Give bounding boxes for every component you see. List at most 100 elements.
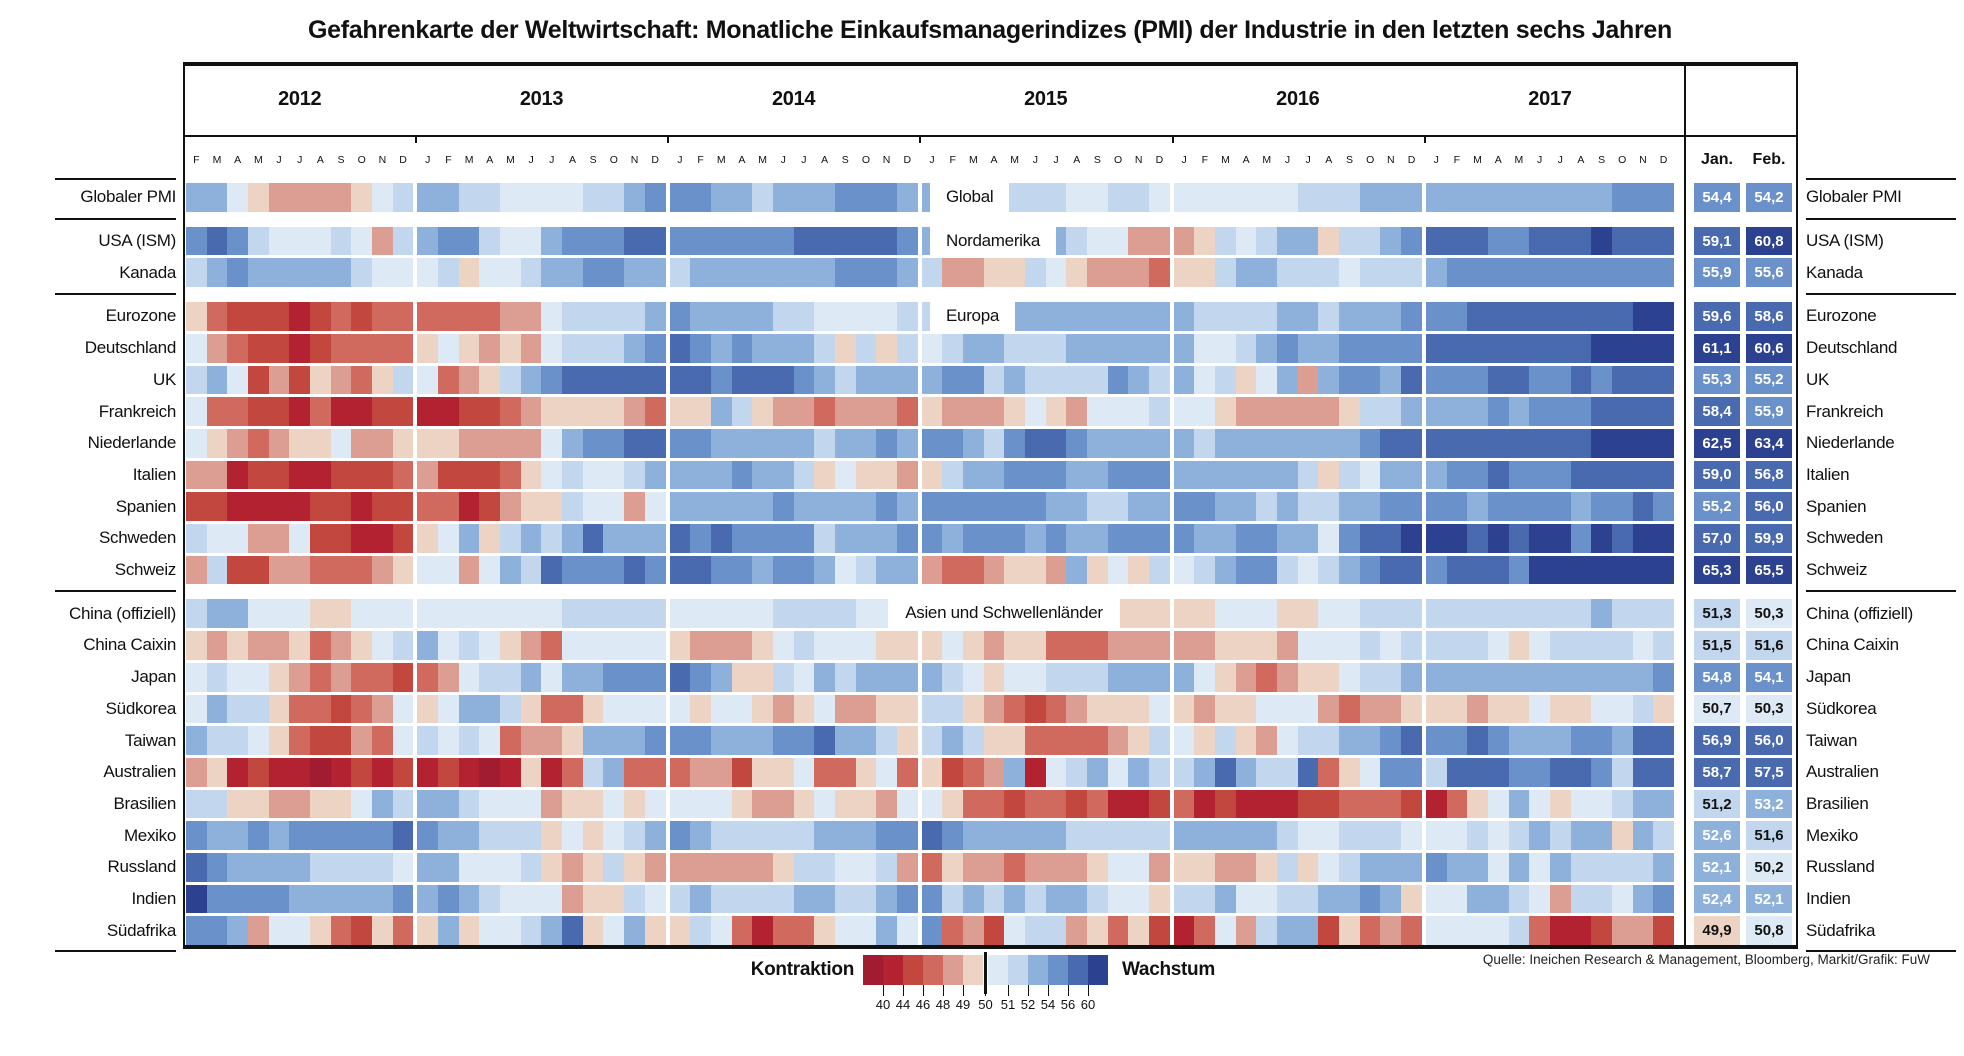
heatmap-cell	[351, 821, 373, 851]
heatmap-cell	[876, 757, 897, 787]
heatmap-cell	[1508, 789, 1530, 819]
heatmap-cell	[458, 460, 480, 490]
heatmap-cell	[582, 460, 604, 490]
heatmap-cell	[268, 916, 290, 946]
chart-title: Gefahrenkarte der Weltwirtschaft: Monatl…	[308, 16, 1672, 44]
month-letter: M	[1221, 154, 1230, 166]
heatmap-cell	[1425, 428, 1447, 458]
heatmap-cell	[896, 662, 918, 692]
heatmap-cell	[268, 428, 290, 458]
heatmap-cell	[603, 821, 625, 851]
heatmap-cell	[603, 258, 625, 288]
heatmap-cell	[1508, 183, 1530, 212]
heatmap-cell	[1128, 821, 1150, 851]
heatmap-cell	[983, 524, 1005, 553]
heatmap-cell	[1066, 460, 1088, 490]
heatmap-cell	[1611, 183, 1633, 212]
heatmap-cell	[1425, 694, 1447, 724]
heatmap-cell	[1149, 492, 1170, 522]
heatmap-cell	[1297, 258, 1319, 288]
heatmap-cell	[1380, 555, 1402, 585]
heatmap-cell	[1467, 365, 1488, 395]
year-cell-block	[669, 757, 918, 787]
heatmap-cell	[1277, 258, 1298, 288]
heatmap-cell	[289, 916, 311, 946]
heatmap-cell	[562, 492, 583, 522]
heatmap-cell	[351, 757, 373, 787]
heatmap-cell	[1425, 789, 1447, 819]
jan-value-cell: 56,9	[1694, 726, 1740, 755]
heatmap-cell	[500, 916, 521, 946]
heatmap-cell	[983, 397, 1005, 426]
heatmap-cell	[690, 821, 711, 851]
heatmap-cell	[983, 694, 1005, 724]
heatmap-cell	[1235, 662, 1257, 692]
heatmap-cell	[520, 365, 542, 395]
heatmap-cell	[520, 333, 542, 363]
month-letter: A	[821, 154, 829, 166]
heatmap-cell	[1277, 365, 1298, 395]
heatmap-cell	[1235, 302, 1257, 331]
heatmap-cell	[1277, 226, 1298, 256]
heatmap-cell	[438, 183, 459, 212]
heatmap-cell	[752, 694, 773, 724]
heatmap-row: Brasilien 51,2 53,2 Brasilien	[55, 789, 1942, 819]
heatmap-cell	[1549, 365, 1571, 395]
heatmap-cell	[963, 726, 984, 755]
heatmap-cell	[289, 226, 311, 256]
heatmap-cell	[1025, 302, 1046, 331]
heatmap-cell	[1611, 428, 1633, 458]
heatmap-cell	[1235, 821, 1257, 851]
heatmap-cell	[710, 853, 732, 882]
heatmap-cell	[582, 821, 604, 851]
heatmap-cell	[1107, 428, 1129, 458]
heatmap-cell	[1297, 821, 1319, 851]
heatmap-cell	[1467, 694, 1488, 724]
heatmap-cell	[963, 821, 984, 851]
year-cell-block	[921, 258, 1170, 288]
heatmap-cell	[1570, 428, 1592, 458]
year-cell-block	[1173, 821, 1422, 851]
heatmap-cell	[479, 757, 501, 787]
heatmap-cell	[1529, 226, 1550, 256]
year-cell-block	[669, 821, 918, 851]
heatmap-cell	[1025, 524, 1046, 553]
heatmap-cell	[669, 916, 691, 946]
heatmap-cell	[500, 789, 521, 819]
heatmap-cell	[1487, 226, 1509, 256]
section-label: Nordamerika	[930, 226, 1057, 256]
year-cell-block	[417, 492, 666, 522]
heatmap-cell	[1508, 916, 1530, 946]
heatmap-cell	[669, 555, 691, 585]
heatmap-cell	[963, 333, 984, 363]
heatmap-cell	[896, 757, 918, 787]
heatmap-cell	[268, 333, 290, 363]
year-cell-block	[1425, 302, 1674, 331]
heatmap-cell	[562, 555, 583, 585]
year-cell-block	[1425, 789, 1674, 819]
heatmap-cell	[834, 555, 856, 585]
heatmap-cell	[562, 694, 583, 724]
heatmap-cell	[896, 460, 918, 490]
heatmap-cell	[921, 726, 943, 755]
heatmap-cell	[417, 821, 439, 851]
month-letter: J	[297, 154, 303, 166]
heatmap-cell	[834, 662, 856, 692]
heatmap-cell	[541, 365, 563, 395]
row-label-left: Eurozone	[105, 306, 177, 326]
heatmap-cell	[1339, 694, 1360, 724]
heatmap-cell	[1529, 789, 1550, 819]
year-cell-block	[186, 397, 414, 426]
heatmap-cell	[669, 302, 691, 331]
heatmap-cell	[372, 757, 393, 787]
heatmap-cell	[479, 555, 501, 585]
heatmap-cell	[710, 555, 732, 585]
heatmap-cell	[206, 302, 228, 331]
year-cell-block	[1173, 916, 1422, 946]
heatmap-cell	[1425, 333, 1447, 363]
heatmap-cell	[1215, 916, 1236, 946]
heatmap-cell	[1256, 631, 1278, 660]
heatmap-cell	[644, 789, 666, 819]
